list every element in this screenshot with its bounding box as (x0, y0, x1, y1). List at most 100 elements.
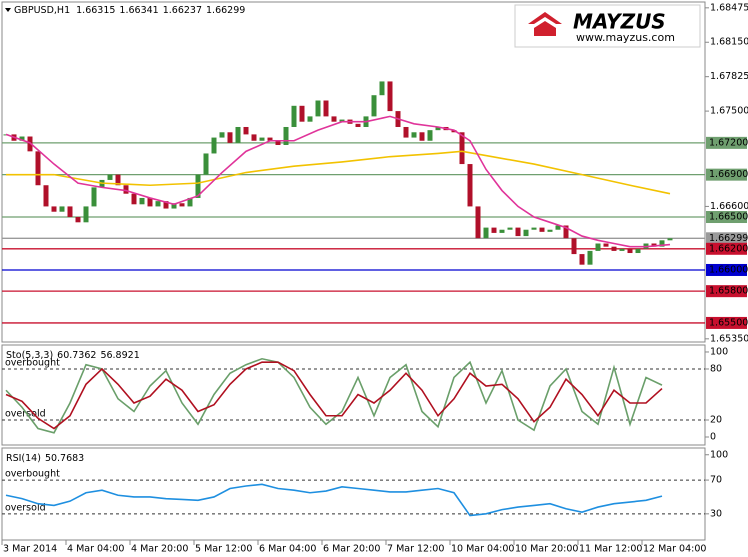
x-tick-label: 3 Mar 2014 (3, 544, 57, 555)
ohlc-value: 1.66299 (206, 5, 245, 16)
candle (339, 119, 345, 122)
candle (211, 137, 217, 154)
y-tick-label: 0 (710, 432, 716, 443)
candle (219, 132, 225, 138)
candle (315, 100, 321, 117)
price-level-label: 1.66299 (709, 233, 748, 244)
candle (171, 203, 177, 209)
candle (515, 227, 521, 237)
candle (243, 126, 249, 135)
symbol-info: GBPUSD,H1 1.66315 1.66341 1.66237 1.66299 (14, 5, 245, 16)
indicator-line (5, 483, 663, 517)
candle (307, 116, 313, 122)
candle (267, 137, 273, 141)
candle (419, 132, 425, 141)
candle (475, 206, 481, 239)
y-tick-label: 100 (710, 449, 728, 460)
candle (659, 240, 665, 247)
y-tick-label: 1.67500 (710, 106, 748, 117)
indicator-readout: 50.7683 (45, 453, 84, 464)
candle (187, 197, 193, 207)
candle (227, 132, 233, 143)
x-tick-label: 5 Mar 12:00 (195, 544, 252, 555)
candle (435, 126, 441, 131)
candle (619, 248, 625, 251)
level-annotation: overbought (5, 357, 60, 368)
y-tick-label: 100 (710, 346, 728, 357)
candle (83, 206, 89, 223)
price-level-label: 1.67200 (709, 137, 748, 148)
candle (499, 229, 505, 233)
logo: MAYZUS www.mayzus.com (514, 4, 701, 48)
candle (355, 123, 361, 127)
level-annotation: overbought (5, 469, 60, 480)
moving-average (6, 150, 671, 195)
y-tick-label: 1.68475 (710, 2, 748, 13)
candle (131, 193, 137, 205)
candle (627, 248, 633, 254)
ohlc-value: 1.66341 (119, 5, 158, 16)
price-level-box (706, 168, 747, 181)
candle (235, 126, 241, 143)
candle (299, 105, 305, 122)
x-tick-label: 6 Mar 04:00 (259, 544, 316, 555)
candle (19, 136, 25, 141)
candle (467, 164, 473, 207)
candle (483, 227, 489, 239)
indicator-name: RSI(14) (6, 453, 41, 464)
y-tick-label: 1.65350 (710, 333, 748, 344)
candle (155, 201, 161, 207)
price-level-box (706, 316, 747, 329)
candle (531, 227, 537, 230)
x-tick-label: 12 Mar 04:00 (643, 544, 706, 555)
panel-frame (1, 1, 706, 343)
indicator-label: Sto(5,3,3) 60.7362 56.8921 (6, 350, 140, 361)
price-level-label: 1.66500 (709, 212, 748, 223)
candle (379, 81, 385, 96)
candle (179, 203, 185, 207)
logo-icon (534, 21, 556, 36)
symbol: GBPUSD,H1 (14, 5, 70, 16)
candle (411, 132, 417, 138)
x-tick-label: 7 Mar 12:00 (387, 544, 444, 555)
moving-average (5, 115, 671, 248)
candle (555, 225, 561, 230)
price-level-box (706, 242, 747, 255)
y-tick-label: 20 (710, 415, 722, 426)
ohlc-value: 1.66237 (163, 5, 202, 16)
logo-brand: MAYZUS (573, 10, 666, 34)
x-tick-label: 11 Mar 12:00 (579, 544, 642, 555)
panel-frame (1, 447, 706, 541)
candle (203, 153, 209, 175)
candle (75, 217, 81, 223)
indicator-line (5, 361, 663, 430)
x-tick-label: 10 Mar 04:00 (451, 544, 514, 555)
candle (139, 197, 145, 205)
candle (107, 174, 113, 180)
candle (563, 225, 569, 239)
candle (571, 238, 577, 255)
candle (667, 238, 673, 241)
x-tick-label: 4 Mar 04:00 (67, 544, 124, 555)
price-level-label: 1.65800 (709, 286, 748, 297)
x-tick-label: 6 Mar 20:00 (323, 544, 380, 555)
candle (283, 126, 289, 145)
candle (251, 134, 257, 141)
candle (371, 95, 377, 117)
indicator-readout: 60.7362 (57, 350, 96, 361)
y-tick-label: 1.66600 (710, 201, 748, 212)
indicator-readout: 56.8921 (100, 350, 139, 361)
candle (491, 227, 497, 233)
candle (595, 243, 601, 251)
candle (387, 81, 393, 112)
candle (123, 185, 129, 194)
candle (67, 206, 73, 218)
price-level-label: 1.65500 (709, 317, 748, 328)
symbol-arrow (5, 8, 11, 12)
candle (115, 174, 121, 186)
candle (459, 132, 465, 165)
candle (539, 227, 545, 232)
candle (259, 137, 265, 141)
